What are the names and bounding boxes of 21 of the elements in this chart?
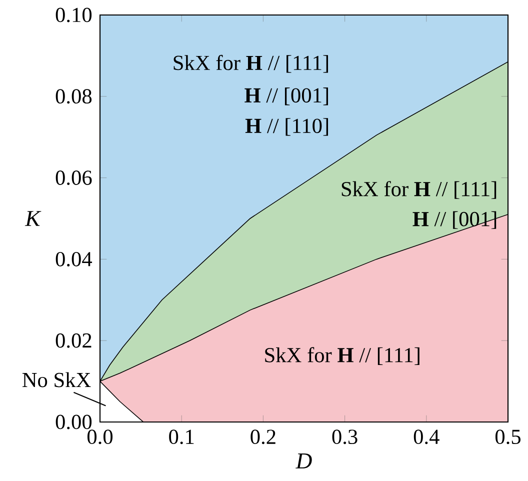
annotation: SkX for H // [111] [265,347,420,365]
text: No SkX [22,372,91,388]
y-tick-label: 0.04 [56,252,92,266]
x-tick-label: 0.0 [87,430,113,444]
y-tick-label: 0.10 [56,8,92,22]
annotation: H // [110] [245,118,328,136]
annotation: SkX for H // [111] [342,181,496,199]
x-tick-label: 0.5 [495,430,520,444]
y-tick-label: 0.06 [56,170,92,186]
x-tick-label: 0.3 [332,430,358,444]
y-tick-label: 0.02 [56,333,92,348]
y-tick-label: 0.00 [56,414,92,430]
x-tick-label: 0.4 [414,430,440,444]
annotation: SkX for H // [111] [174,54,328,73]
annotation: H // [001] [412,211,496,229]
y-axis-title: K [24,211,42,226]
x-tick-label: 0.1 [169,430,194,444]
x-tick-label: 0.2 [250,430,276,444]
annotation: H // [001] [244,88,328,106]
x-axis-title: D [296,454,312,468]
y-tick-label: 0.08 [56,89,92,104]
